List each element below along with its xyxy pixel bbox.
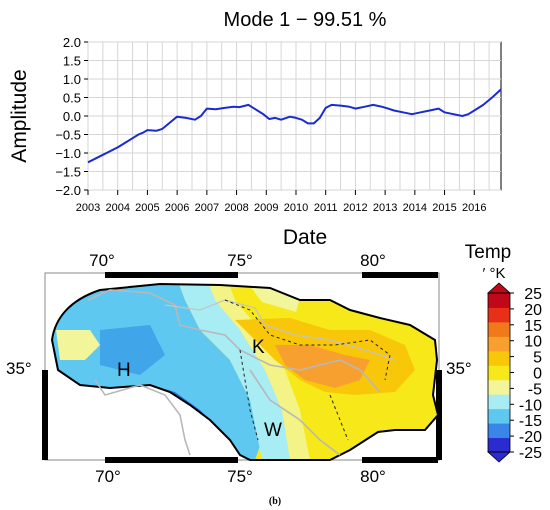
y-tick-label: −2.0 [55,183,81,198]
colorbar-segment [488,379,510,395]
field-pale-yellow [205,284,310,460]
y-tick-label: 1.5 [63,54,81,69]
colorbar-segment [488,423,510,439]
x-tick-label: 2011 [314,202,338,214]
x-tick-label: 2007 [195,202,219,214]
colorbar-tick-label: 10 [524,334,542,351]
colorbar-bottom-arrow [486,451,512,463]
mode-1-series-line [87,88,502,164]
x-tick-label: 2004 [105,202,129,214]
region-label-h: H [117,360,131,381]
colorbar-segment [488,350,510,366]
region-label-w: W [264,420,282,441]
colorbar-segment [488,293,510,308]
colorbar-title: Temp [465,242,511,263]
y-tick-label: 0.0 [63,109,81,124]
y-tick-label: −1.5 [55,165,81,180]
colorbar-segment [488,307,510,323]
lon-tick-bottom-70: 70° [95,467,121,486]
temperature-map: 70° 75° 80° H K W 35° 35° 7 [6,242,542,486]
colorbar [486,282,512,463]
field-warm-patch-north [56,330,100,360]
field-cold-patch [100,325,165,375]
border-line-gray-2 [164,299,396,361]
border-line-gray [87,289,381,456]
region-label-k: K [252,337,265,358]
colorbar-tick-label: -5 [528,381,542,398]
frame-bar-left [42,370,48,460]
field-cool-transition [175,284,290,460]
lon-tick-top-70: 70° [89,251,115,270]
y-tick-label: 2.0 [63,35,81,50]
lon-tick-top-75: 75° [227,251,253,270]
y-tick-label: −0.5 [55,128,81,143]
x-axis-ticks: 2003 2004 2005 2006 2007 2008 2009 2010 2011 2012… [76,190,487,214]
lat-tick-right: 35° [446,359,472,378]
coastline-outline [50,282,440,461]
colorbar-segment [488,437,510,453]
colorbar-tick-label: 20 [524,302,542,319]
colorbar-tick-label: 5 [533,350,542,367]
lon-tick-bottom-75: 75° [227,467,253,486]
x-tick-label: 2003 [76,202,100,214]
colorbar-tick-label: 0 [533,366,542,383]
chart-title: Mode 1 − 99.51 % [224,9,387,31]
x-tick-label: 2012 [343,202,367,214]
colorbar-tick-label: -15 [519,413,542,430]
grid-lines [87,41,501,191]
y-axis-label: Amplitude [8,69,31,162]
y-axis-ticks: 2.0 1.5 1.0 0.5 0.0 −0.5 −1.0 −1.5 −2.0 [55,35,88,198]
field-light-strip [250,286,300,312]
amplitude-line-chart: Mode 1 − 99.51 % 2.0 1.5 1.0 0.5 0.0 −0.5 −1.0… [8,9,502,249]
figure-caption: (b) [269,496,281,507]
x-tick-label: 2006 [165,202,189,214]
y-tick-label: 1.0 [63,72,81,87]
colorbar-tick-label: -25 [519,445,542,462]
x-tick-label: 2009 [254,202,278,214]
x-tick-label: 2005 [135,202,159,214]
x-tick-label: 2014 [403,202,427,214]
x-tick-label: 2013 [373,202,397,214]
x-tick-label: 2010 [284,202,308,214]
colorbar-segment [488,408,510,424]
frame-bar-bottom-right [362,457,438,463]
colorbar-unit: ′ °K [483,265,506,282]
x-tick-label: 2015 [432,202,456,214]
colorbar-tick-label: -20 [519,429,542,446]
colorbar-segment [488,336,510,352]
colorbar-top-arrow [486,282,512,294]
colorbar-tick-label: 25 [524,286,542,303]
y-tick-label: −1.0 [55,146,81,161]
colorbar-segment [488,365,510,381]
x-tick-label: 2008 [224,202,248,214]
frame-bar-top-left [105,272,238,278]
colorbar-segment [488,394,510,410]
lat-tick-left: 35° [6,359,32,378]
x-tick-label: 2016 [462,202,486,214]
lon-tick-top-80: 80° [360,251,386,270]
colorbar-tick-label: -10 [519,397,542,414]
lon-tick-bottom-80: 80° [360,467,386,486]
x-axis-label: Date [283,226,327,249]
disputed-boundary-dashed [224,299,391,441]
colorbar-segment [488,321,510,337]
field-hot-core [275,345,370,388]
frame-bar-bottom-left [105,457,238,463]
y-tick-label: 0.5 [63,91,81,106]
frame-bar-top-right [362,272,438,278]
colorbar-tick-label: 15 [524,318,542,335]
